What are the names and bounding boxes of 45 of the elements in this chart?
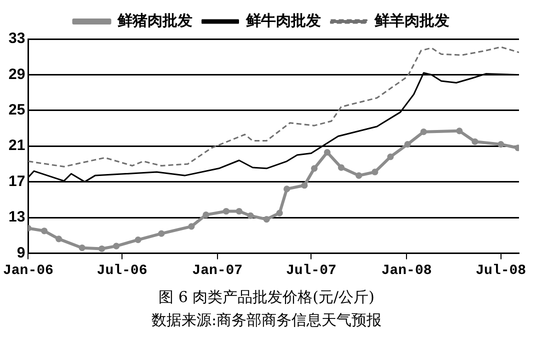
point — [456, 128, 463, 134]
point — [387, 154, 394, 160]
y-tick-label: 33 — [8, 30, 26, 48]
point — [404, 141, 411, 148]
point — [310, 165, 318, 172]
point — [356, 172, 362, 179]
x-tick-label: Jul-06 — [96, 263, 148, 280]
point — [188, 223, 195, 230]
point — [263, 216, 270, 223]
point — [498, 141, 504, 148]
point — [472, 138, 478, 145]
point — [134, 236, 142, 244]
point — [236, 208, 242, 215]
y-tick-label: 13 — [8, 208, 26, 226]
x-tick-label: Jan-06 — [2, 263, 54, 280]
point — [158, 230, 165, 237]
legend-label: 鲜羊肉批发 — [373, 11, 450, 30]
x-tick-label: Jul-08 — [476, 263, 526, 280]
text: 图 6 肉类产品批发价格(元/公斤) — [158, 288, 376, 307]
x-tick-label: Jan-08 — [381, 263, 432, 280]
y-tick-label: 9 — [16, 244, 26, 262]
y-tick-label: 17 — [8, 172, 26, 190]
point — [222, 208, 230, 215]
y-tick-label: 21 — [8, 137, 26, 154]
y-tick-label: 29 — [8, 66, 26, 83]
point — [78, 244, 86, 252]
point — [338, 164, 345, 171]
point — [276, 210, 283, 216]
point — [420, 128, 427, 136]
legend-label: 鲜牛肉批发 — [244, 11, 321, 30]
point — [324, 149, 331, 156]
point — [202, 212, 210, 218]
y-tick-label: 25 — [8, 102, 26, 119]
legend-label: 鲜猪肉批发 — [116, 11, 192, 30]
x-tick-label: Jan-07 — [192, 263, 243, 280]
source-note: 数据来源:商务部商务信息天气预报 — [150, 311, 383, 330]
point — [247, 212, 254, 220]
point — [372, 168, 378, 176]
point — [98, 245, 106, 252]
x-tick-label: Jul-07 — [286, 263, 336, 280]
point — [55, 236, 62, 242]
point — [284, 186, 290, 192]
point — [301, 182, 308, 189]
point — [113, 242, 120, 250]
point — [40, 228, 48, 234]
